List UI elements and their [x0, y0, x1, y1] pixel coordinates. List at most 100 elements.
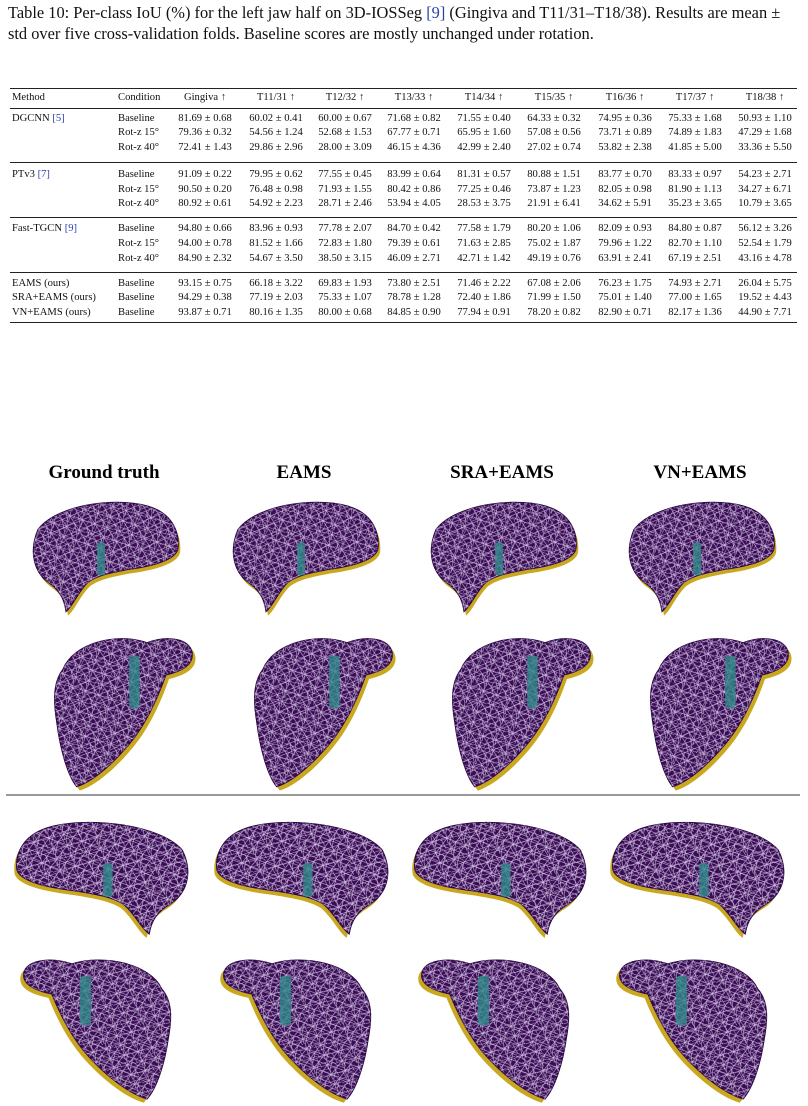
iou-cell: 50.93 ± 1.10: [738, 113, 792, 124]
citation[interactable]: [9]: [426, 3, 446, 22]
iou-cell: 75.02 ± 1.87: [527, 238, 581, 249]
table-rule: [10, 162, 797, 163]
iou-cell: 63.91 ± 2.41: [598, 253, 652, 264]
condition: Baseline: [118, 169, 155, 180]
iou-cell: 27.02 ± 0.74: [527, 142, 581, 153]
mesh-render: [651, 639, 792, 791]
iou-cell: 10.79 ± 3.65: [738, 198, 792, 209]
iou-cell: 46.15 ± 4.36: [387, 142, 441, 153]
iou-cell: 79.96 ± 1.22: [598, 238, 652, 249]
iou-cell: 77.94 ± 0.91: [457, 307, 511, 318]
iou-cell: 82.70 ± 1.10: [668, 238, 722, 249]
iou-cell: 80.92 ± 0.61: [178, 198, 232, 209]
figure: Ground truth EAMS SRA+EAMS VN+EAMS: [6, 462, 800, 1106]
iou-cell: 52.68 ± 1.53: [318, 127, 372, 138]
iou-cell: 42.71 ± 1.42: [457, 253, 511, 264]
iou-cell: 47.29 ± 1.68: [738, 127, 792, 138]
citation[interactable]: [5]: [52, 113, 65, 124]
column-header: T17/37 ↑: [675, 92, 715, 103]
iou-cell: 28.71 ± 2.46: [318, 198, 372, 209]
iou-cell: 83.33 ± 0.97: [668, 169, 722, 180]
iou-cell: 71.46 ± 2.22: [457, 278, 511, 289]
iou-cell: 71.68 ± 0.82: [387, 113, 441, 124]
iou-cell: 72.83 ± 1.80: [318, 238, 372, 249]
iou-cell: 54.56 ± 1.24: [249, 127, 303, 138]
mesh-render: [629, 502, 776, 615]
method-name: EAMS (ours): [12, 278, 70, 289]
iou-cell: 33.36 ± 5.50: [738, 142, 792, 153]
iou-cell: 83.96 ± 0.93: [249, 223, 303, 234]
iou-cell: 67.77 ± 0.71: [387, 127, 441, 138]
iou-cell: 72.41 ± 1.43: [178, 142, 232, 153]
method-name: DGCNN [5]: [12, 113, 65, 124]
condition: Rot-z 15°: [118, 238, 160, 249]
column-header: T15/35 ↑: [534, 92, 574, 103]
iou-cell: 38.50 ± 3.15: [318, 253, 372, 264]
iou-cell: 78.20 ± 0.82: [527, 307, 581, 318]
table-rule: [10, 322, 797, 324]
iou-cell: 74.95 ± 0.36: [598, 113, 652, 124]
column-header: T13/33 ↑: [394, 92, 434, 103]
iou-cell: 53.94 ± 4.05: [387, 198, 441, 209]
mesh-render: [233, 502, 380, 615]
iou-cell: 77.58 ± 1.79: [457, 223, 511, 234]
column-header: Condition: [118, 92, 161, 103]
iou-cell: 54.23 ± 2.71: [738, 169, 792, 180]
iou-cell: 71.99 ± 1.50: [527, 292, 581, 303]
mesh-render: [214, 822, 388, 938]
iou-cell: 28.00 ± 3.09: [318, 142, 372, 153]
iou-cell: 71.93 ± 1.55: [318, 184, 372, 195]
condition: Baseline: [118, 278, 155, 289]
iou-cell: 77.19 ± 2.03: [249, 292, 303, 303]
mesh-render: [20, 960, 170, 1103]
iou-cell: 83.77 ± 0.70: [598, 169, 652, 180]
iou-cell: 84.90 ± 2.32: [178, 253, 232, 264]
method-name: Fast-TGCN [9]: [12, 223, 78, 234]
table-rule: [10, 108, 797, 109]
iou-cell: 90.50 ± 0.20: [178, 184, 232, 195]
iou-cell: 56.12 ± 3.26: [738, 223, 792, 234]
iou-cell: 49.19 ± 0.76: [527, 253, 581, 264]
iou-cell: 82.05 ± 0.98: [598, 184, 652, 195]
method-name: PTv3 [7]: [12, 169, 50, 180]
column-header: T12/32 ↑: [325, 92, 365, 103]
iou-cell: 71.63 ± 2.85: [457, 238, 511, 249]
iou-cell: 93.15 ± 0.75: [178, 278, 232, 289]
table-caption: Table 10: Per-class IoU (%) for the left…: [8, 2, 800, 44]
column-title: VN+EAMS: [653, 462, 746, 483]
iou-cell: 46.09 ± 2.71: [387, 253, 441, 264]
iou-cell: 43.16 ± 4.78: [738, 253, 792, 264]
condition: Rot-z 40°: [118, 198, 160, 209]
iou-cell: 94.29 ± 0.38: [178, 292, 232, 303]
column-header: T16/36 ↑: [605, 92, 645, 103]
table-rule: [10, 272, 797, 273]
method-name: VN+EAMS (ours): [12, 307, 91, 318]
iou-cell: 72.40 ± 1.86: [457, 292, 511, 303]
iou-cell: 53.82 ± 2.38: [598, 142, 652, 153]
iou-cell: 67.19 ± 2.51: [668, 253, 722, 264]
iou-cell: 82.90 ± 0.71: [598, 307, 652, 318]
mesh-render: [616, 960, 766, 1103]
iou-cell: 42.99 ± 2.40: [457, 142, 511, 153]
table-rule: [10, 88, 797, 90]
iou-cell: 77.78 ± 2.07: [318, 223, 372, 234]
iou-cell: 74.89 ± 1.83: [668, 127, 722, 138]
column-header: T11/31 ↑: [256, 92, 296, 103]
condition: Baseline: [118, 223, 155, 234]
iou-cell: 19.52 ± 4.43: [738, 292, 792, 303]
mesh-render: [55, 639, 196, 791]
citation[interactable]: [9]: [64, 223, 78, 234]
iou-cell: 77.25 ± 0.46: [457, 184, 511, 195]
iou-cell: 94.80 ± 0.66: [178, 223, 232, 234]
condition: Rot-z 40°: [118, 253, 160, 264]
iou-cell: 57.08 ± 0.56: [527, 127, 581, 138]
iou-cell: 66.18 ± 3.22: [249, 278, 303, 289]
column-header: T18/38 ↑: [745, 92, 785, 103]
iou-cell: 71.55 ± 0.40: [457, 113, 511, 124]
iou-cell: 34.62 ± 5.91: [598, 198, 652, 209]
mesh-render: [453, 639, 594, 791]
citation[interactable]: [7]: [37, 169, 50, 180]
iou-cell: 34.27 ± 6.71: [738, 184, 792, 195]
iou-cell: 69.83 ± 1.93: [318, 278, 372, 289]
